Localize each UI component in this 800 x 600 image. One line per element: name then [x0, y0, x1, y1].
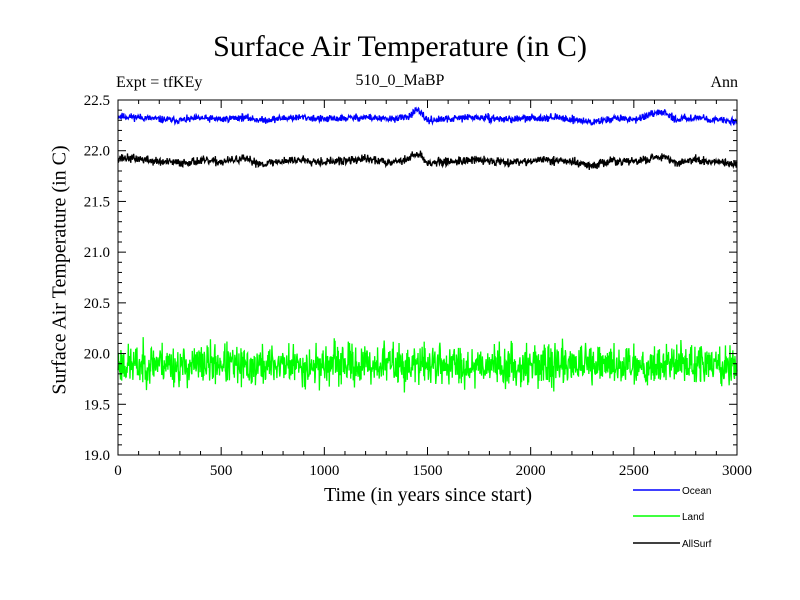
period-label: Ann — [710, 74, 738, 91]
chart-subtitle: 510_0_MaBP — [355, 72, 445, 89]
legend-label-allsurf: AllSurf — [682, 539, 712, 550]
x-tick-label: 500 — [210, 463, 233, 479]
chart-title: Surface Air Temperature (in C) — [213, 30, 587, 63]
y-tick-label: 20.0 — [84, 347, 110, 363]
legend-label-land: Land — [682, 512, 704, 523]
legend: Ocean Land AllSurf — [633, 486, 712, 550]
y-tick-label: 22.0 — [84, 144, 110, 160]
y-tick-label: 19.5 — [84, 397, 110, 413]
y-tick-label: 19.0 — [84, 448, 110, 464]
series-layer — [117, 106, 738, 393]
series-line-allsurf — [117, 150, 738, 170]
legend-label-ocean: Ocean — [682, 486, 711, 497]
series-line-land — [117, 337, 738, 393]
y-tick-label: 20.5 — [84, 296, 110, 312]
x-tick-label: 1500 — [413, 463, 443, 479]
x-tick-label: 2500 — [619, 463, 649, 479]
y-tick-label: 22.5 — [84, 93, 110, 109]
y-tick-label: 21.0 — [84, 245, 110, 261]
plot-frame — [117, 99, 738, 456]
x-axis-label: Time (in years since start) — [323, 484, 533, 506]
x-tick-label: 0 — [114, 463, 122, 479]
x-tick-label: 2000 — [516, 463, 546, 479]
x-tick-label: 1000 — [309, 463, 339, 479]
series-line-ocean — [117, 106, 738, 127]
axes-layer: 0 500 1000 1500 2000 2500 3000 19.0 19.5 20.0 20.5… — [84, 93, 752, 479]
x-tick-label: 3000 — [722, 463, 752, 479]
experiment-label: Expt = tfKEy — [116, 74, 203, 91]
y-tick-label: 21.5 — [84, 194, 110, 210]
